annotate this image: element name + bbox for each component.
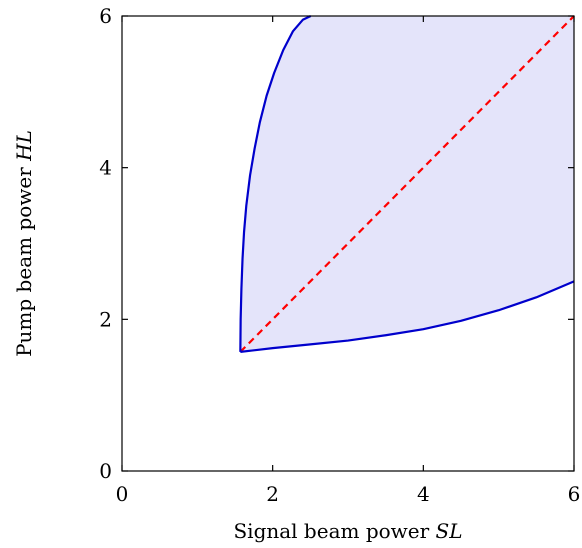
x-tick-label-2: 4 [417,482,430,506]
y-axis-label-symbol: HL [12,130,36,162]
x-tick-label-0: 0 [116,482,129,506]
y-tick-label-0: 0 [99,459,112,483]
y-axis-label-text: Pump beam power [12,167,36,357]
axis-ticks: 0 2 4 6 0 2 4 6 [99,4,580,506]
lower-boundary-line [240,280,575,353]
upper-boundary-line [239,15,312,352]
x-axis-label-symbol: SL [436,519,463,543]
plot-frame [121,15,575,472]
plot-area [239,15,575,353]
y-tick-label-1: 2 [99,307,112,331]
y-tick-label-3: 6 [99,4,112,28]
x-tick-label-3: 6 [568,482,581,506]
y-tick-label-2: 4 [99,156,112,180]
x-tick-label-1: 2 [266,482,279,506]
feasible-region-fill [240,16,574,352]
diagonal-dashed-line [239,15,575,353]
x-axis-label: Signal beam power SL [233,519,462,543]
x-axis-label-text: Signal beam power [233,519,429,543]
y-axis-label: Pump beam power HL [12,130,36,357]
